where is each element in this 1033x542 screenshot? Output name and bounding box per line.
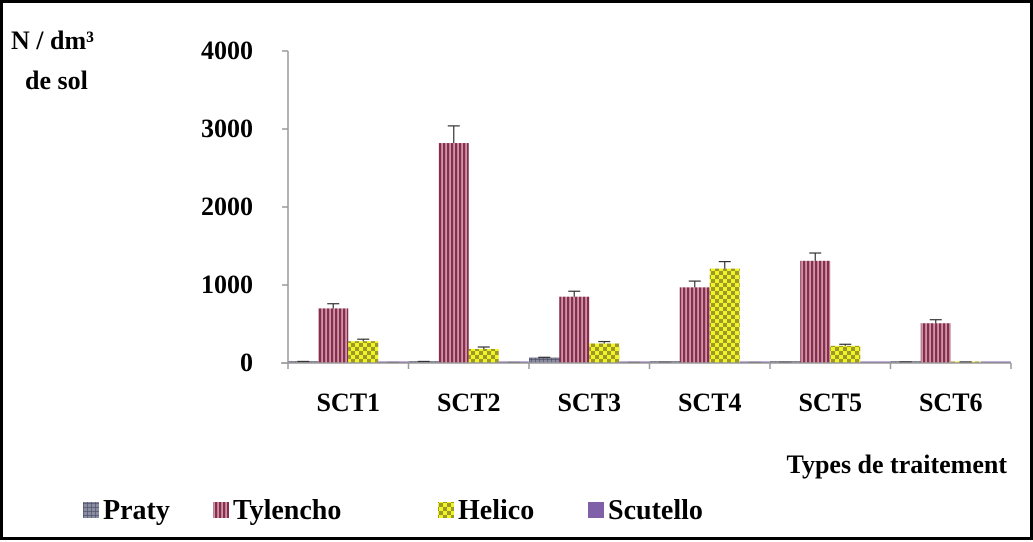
legend-swatch-scutello xyxy=(588,502,604,518)
x-tick-label: SCT2 xyxy=(437,388,501,417)
legend-swatch-helico xyxy=(438,502,454,518)
bar-praty-sct3 xyxy=(529,357,560,364)
legend-swatch-tylencho xyxy=(213,502,229,518)
x-tick-label: SCT1 xyxy=(316,388,380,417)
bar-tylencho-sct6 xyxy=(920,323,951,363)
y-tick-label: 4000 xyxy=(201,36,253,65)
y-tick-label: 2000 xyxy=(201,192,253,221)
legend-label-praty: Praty xyxy=(103,495,170,526)
x-tick-label: SCT4 xyxy=(678,388,742,417)
y-axis-label-line2: de sol xyxy=(25,66,88,95)
bar-helico-sct5 xyxy=(830,345,861,363)
y-axis-label-line1: N / dm³ xyxy=(11,26,94,55)
y-tick-label: 1000 xyxy=(201,270,253,299)
bar-tylencho-sct1 xyxy=(318,308,349,363)
bar-helico-sct4 xyxy=(709,268,740,363)
y-tick-label: 3000 xyxy=(201,114,253,143)
legend-label-helico: Helico xyxy=(458,495,534,526)
x-tick-label: SCT3 xyxy=(557,388,621,417)
bar-tylencho-sct4 xyxy=(679,287,710,363)
bar-helico-sct1 xyxy=(348,341,379,363)
legend-label-scutello: Scutello xyxy=(608,495,703,526)
bar-tylencho-sct3 xyxy=(559,296,590,363)
x-tick-label: SCT6 xyxy=(919,388,983,417)
x-tick-label: SCT5 xyxy=(798,388,862,417)
legend-swatch-praty xyxy=(83,502,99,518)
bar-helico-sct2 xyxy=(468,348,499,363)
bar-chart: N / dm³ de sol 0 1000 2000 3000 4000 SCT1 SCT… xyxy=(11,26,1012,526)
x-axis-label: Types de traitement xyxy=(787,450,1008,479)
bar-tylencho-sct5 xyxy=(800,260,831,363)
bar-tylencho-sct2 xyxy=(438,143,469,363)
y-tick-label: 0 xyxy=(240,348,253,377)
legend: Praty Tylencho Helico Scutello xyxy=(83,495,703,526)
bar-helico-sct3 xyxy=(589,343,620,363)
legend-label-tylencho: Tylencho xyxy=(233,495,341,526)
